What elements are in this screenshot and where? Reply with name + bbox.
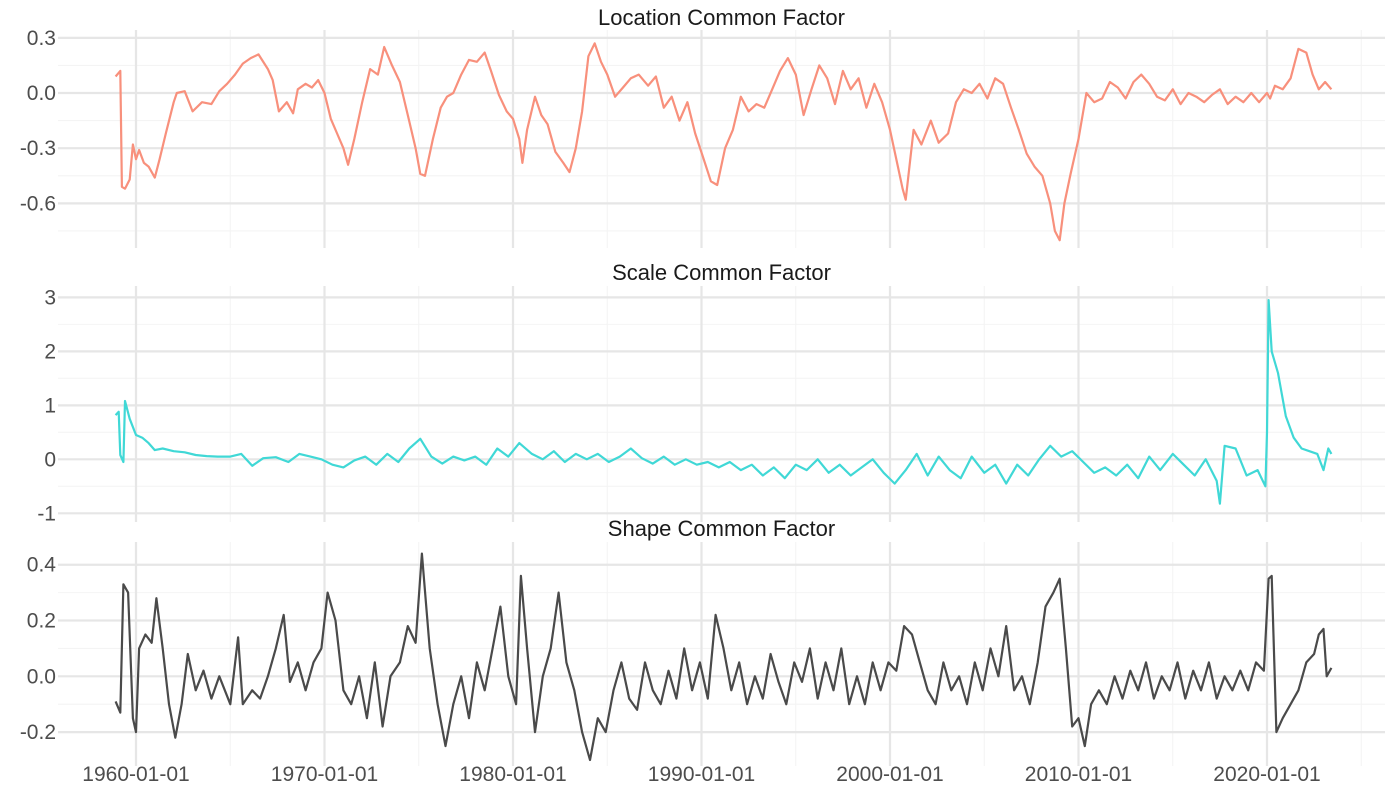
y-tick-label: -0.3 bbox=[20, 137, 56, 160]
x-tick-label: 1980-01-01 bbox=[459, 763, 566, 786]
y-tick-label: 0.0 bbox=[27, 82, 56, 105]
y-tick-label: 3 bbox=[44, 286, 56, 309]
series-line bbox=[114, 299, 1333, 505]
series-line bbox=[114, 42, 1333, 242]
y-tick-label: -0.2 bbox=[20, 721, 56, 744]
x-tick-label: 1960-01-01 bbox=[82, 763, 189, 786]
y-tick-label: 2 bbox=[44, 340, 56, 363]
x-tick-label: 2010-01-01 bbox=[1025, 763, 1132, 786]
y-tick-label: -1 bbox=[37, 502, 56, 525]
panel-title: Scale Common Factor bbox=[612, 260, 831, 285]
x-tick-label: 1990-01-01 bbox=[648, 763, 755, 786]
y-tick-label: 0.0 bbox=[27, 665, 56, 688]
y-tick-label: 0.3 bbox=[27, 27, 56, 50]
panel-title: Location Common Factor bbox=[598, 5, 845, 30]
panel-2: 3 2 1 0 -1 Scale Common Factor bbox=[37, 260, 1385, 525]
y-tick-label: 0 bbox=[44, 448, 56, 471]
y-tick-label: 0.4 bbox=[27, 554, 57, 577]
panel-title: Shape Common Factor bbox=[608, 516, 835, 541]
y-tick-label: -0.6 bbox=[20, 192, 56, 215]
series-line bbox=[114, 552, 1333, 762]
y-tick-label: 0.2 bbox=[27, 610, 56, 633]
x-tick-label: 2020-01-01 bbox=[1213, 763, 1320, 786]
x-tick-label: 1970-01-01 bbox=[271, 763, 378, 786]
y-tick-label: 1 bbox=[44, 394, 56, 417]
x-tick-label: 2000-01-01 bbox=[836, 763, 943, 786]
panel-1: 0.3 0.0 -0.3 -0.6 Location Common Factor bbox=[20, 5, 1385, 248]
panel-3: 0.4 0.2 0.0 -0.2 Shape Common Factor bbox=[20, 516, 1385, 766]
